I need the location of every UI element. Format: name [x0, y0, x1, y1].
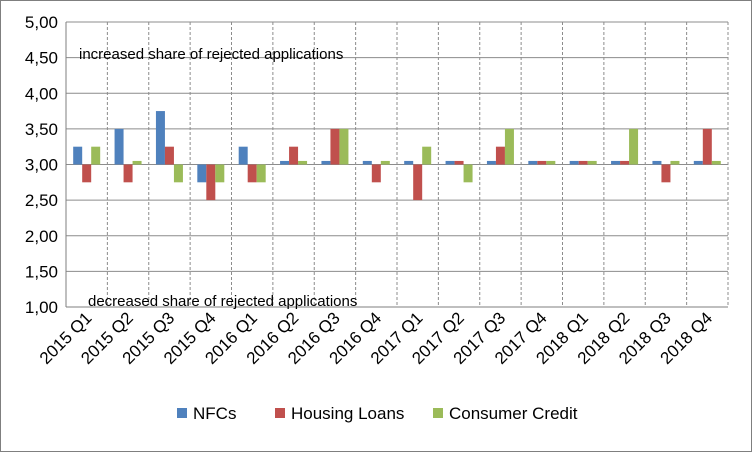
- bar-consumer-credit: [298, 160, 308, 165]
- annotation-decreased: decreased share of rejected applications: [88, 293, 357, 310]
- bar-nfcs: [486, 160, 496, 165]
- bar-consumer-credit: [380, 160, 390, 165]
- bar-nfcs: [404, 160, 414, 165]
- bar-nfcs: [362, 160, 372, 165]
- legend-label: Housing Loans: [291, 404, 404, 423]
- y-tick-label: 2,50: [25, 191, 58, 210]
- legend-swatch: [433, 408, 443, 418]
- bar-housing-loans: [330, 128, 340, 165]
- y-tick-label: 4,50: [25, 49, 58, 68]
- bar-nfcs: [321, 160, 331, 165]
- bar-consumer-credit: [256, 164, 266, 183]
- bar-nfcs: [73, 146, 83, 165]
- y-tick-label: 1,50: [25, 262, 58, 281]
- bar-consumer-credit: [711, 160, 721, 165]
- bar-nfcs: [280, 160, 290, 165]
- legend: NFCs Housing Loans Consumer Credit: [177, 404, 578, 423]
- bar-housing-loans: [537, 160, 547, 165]
- bar-housing-loans: [413, 164, 423, 201]
- bar-housing-loans: [123, 164, 133, 183]
- bar-consumer-credit: [546, 160, 556, 165]
- bar-consumer-credit: [91, 146, 101, 165]
- bar-housing-loans: [82, 164, 92, 183]
- bar-consumer-credit: [629, 128, 639, 165]
- bar-housing-loans: [206, 164, 216, 201]
- bar-housing-loans: [371, 164, 381, 183]
- bar-nfcs: [611, 160, 621, 165]
- y-tick-label: 3,00: [25, 156, 58, 175]
- bar-nfcs: [155, 111, 165, 165]
- bar-consumer-credit: [670, 160, 680, 165]
- bar-consumer-credit: [215, 164, 225, 183]
- legend-label: NFCs: [193, 404, 236, 423]
- y-tick-label: 4,00: [25, 84, 58, 103]
- legend-label: Consumer Credit: [449, 404, 578, 423]
- bar-nfcs: [652, 160, 662, 165]
- bar-housing-loans: [620, 160, 630, 165]
- bar-housing-loans: [247, 164, 257, 183]
- bar-consumer-credit: [132, 160, 142, 165]
- bar-housing-loans: [661, 164, 671, 183]
- annotation-increased: increased share of rejected applications: [79, 46, 343, 63]
- bar-consumer-credit: [422, 146, 432, 165]
- legend-swatch: [275, 408, 285, 418]
- bar-consumer-credit: [173, 164, 183, 183]
- bar-housing-loans: [454, 160, 464, 165]
- bars: [73, 111, 721, 201]
- y-tick-label: 1,00: [25, 298, 58, 317]
- y-tick-label: 5,00: [25, 13, 58, 32]
- bar-consumer-credit: [587, 160, 597, 165]
- bar-consumer-credit: [339, 128, 349, 165]
- y-axis-ticks: 1,00 1,50 2,00 2,50 3,00 3,50 4,00 4,50 5,00: [25, 13, 58, 317]
- bar-nfcs: [114, 128, 124, 165]
- bar-nfcs: [238, 146, 248, 165]
- bar-consumer-credit: [504, 128, 514, 165]
- axes: [65, 22, 728, 308]
- bar-housing-loans: [495, 146, 505, 165]
- y-tick-label: 3,50: [25, 120, 58, 139]
- bar-housing-loans: [164, 146, 174, 165]
- bar-nfcs: [197, 164, 207, 183]
- bar-nfcs: [528, 160, 538, 165]
- bar-nfcs: [693, 160, 703, 165]
- bar-consumer-credit: [463, 164, 473, 183]
- bar-housing-loans: [289, 146, 299, 165]
- legend-swatch: [177, 408, 187, 418]
- bar-nfcs: [569, 160, 579, 165]
- bar-housing-loans: [578, 160, 588, 165]
- bar-nfcs: [445, 160, 455, 165]
- bar-housing-loans: [702, 128, 712, 165]
- y-tick-label: 2,00: [25, 227, 58, 246]
